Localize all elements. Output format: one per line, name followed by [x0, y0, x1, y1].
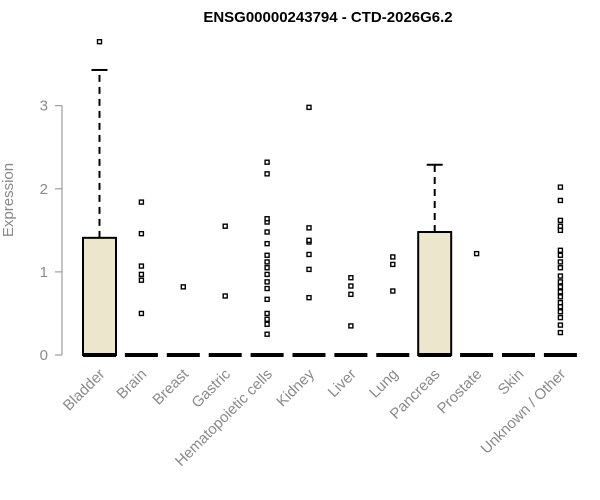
- x-category-label: Bladder: [60, 366, 109, 415]
- outlier-point: [557, 252, 564, 258]
- box-series: [82, 39, 577, 357]
- outlier-point: [557, 294, 564, 300]
- outlier-point: [557, 265, 564, 271]
- outlier-point: [138, 199, 145, 205]
- outlier-point: [180, 284, 187, 290]
- outlier-point: [390, 261, 396, 268]
- box-group: [460, 250, 494, 357]
- outlier-point: [557, 197, 564, 204]
- outlier-point: [348, 323, 354, 329]
- outlier-point: [557, 279, 564, 285]
- x-category-label: Prostate: [434, 366, 486, 418]
- outlier-point: [306, 251, 312, 258]
- outlier-point: [222, 293, 228, 299]
- x-category-label: Kidney: [273, 365, 318, 410]
- y-axis-label: Expression: [0, 163, 17, 237]
- outlier-point: [264, 171, 270, 177]
- outlier-point: [264, 252, 270, 258]
- outlier-point: [557, 284, 564, 290]
- outlier-point: [264, 271, 270, 278]
- outlier-point: [138, 271, 145, 278]
- outlier-point: [306, 266, 312, 273]
- outlier-point: [306, 104, 312, 111]
- chart-title: ENSG00000243794 - CTD-2026G6.2: [203, 9, 452, 26]
- outlier-point: [264, 310, 270, 317]
- box-group: [334, 275, 368, 357]
- outlier-point: [306, 237, 312, 244]
- outlier-point: [557, 329, 564, 336]
- box-group: [208, 223, 242, 357]
- y-tick-label: 3: [40, 98, 48, 115]
- box-iqr: [417, 231, 453, 356]
- box-group: [82, 39, 117, 357]
- outlier-point: [264, 316, 270, 322]
- outlier-point: [264, 321, 270, 327]
- outlier-point: [557, 259, 564, 265]
- outlier-point: [557, 289, 564, 295]
- y-tick-label: 1: [40, 264, 48, 281]
- outlier-point: [557, 309, 564, 315]
- outlier-point: [264, 159, 270, 165]
- outlier-point: [138, 230, 145, 237]
- outlier-point: [264, 216, 270, 222]
- outlier-point: [264, 331, 270, 337]
- outlier-point: [264, 229, 270, 235]
- outlier-point: [557, 299, 564, 306]
- box-iqr: [82, 236, 117, 356]
- outlier-point: [306, 225, 312, 231]
- y-axis: 0 1 2 3: [40, 98, 63, 364]
- outlier-point: [264, 265, 270, 271]
- outlier-point: [138, 310, 145, 317]
- outlier-point: [473, 250, 480, 257]
- outlier-point: [557, 304, 564, 310]
- outlier-point: [390, 288, 396, 294]
- outlier-point: [264, 285, 270, 292]
- box-group: [166, 284, 200, 357]
- outlier-point: [557, 227, 564, 234]
- outlier-point: [138, 263, 145, 269]
- outlier-point: [557, 223, 564, 229]
- box-group: [376, 254, 410, 357]
- box-group: [543, 184, 577, 357]
- x-category-label: Skin: [495, 366, 528, 399]
- outlier-point: [557, 273, 564, 279]
- outlier-point: [557, 217, 564, 224]
- x-category-label: Breast: [149, 365, 192, 408]
- outlier-point: [348, 275, 354, 281]
- outlier-point: [557, 247, 564, 253]
- box-group: [417, 163, 453, 357]
- outlier-point: [557, 314, 564, 321]
- outlier-point: [390, 254, 396, 260]
- x-category-label: Lung: [366, 366, 402, 402]
- outlier-point: [264, 259, 270, 265]
- outlier-point: [264, 296, 270, 303]
- outlier-point: [306, 294, 312, 301]
- outlier-point: [557, 322, 564, 328]
- outlier-point: [264, 240, 270, 247]
- outlier-point: [96, 39, 103, 45]
- box-group: [124, 199, 158, 357]
- outlier-point: [264, 279, 270, 285]
- box-group: [250, 159, 284, 357]
- box-group: [292, 104, 326, 357]
- x-category-label: Liver: [325, 366, 360, 401]
- y-tick-label: 2: [40, 181, 48, 198]
- outlier-point: [348, 283, 354, 289]
- outlier-point: [557, 184, 564, 190]
- outlier-point: [222, 223, 228, 229]
- y-tick-label: 0: [40, 347, 48, 364]
- outlier-point: [348, 291, 354, 298]
- x-category-label: Brain: [113, 366, 150, 403]
- outlier-point: [138, 277, 145, 283]
